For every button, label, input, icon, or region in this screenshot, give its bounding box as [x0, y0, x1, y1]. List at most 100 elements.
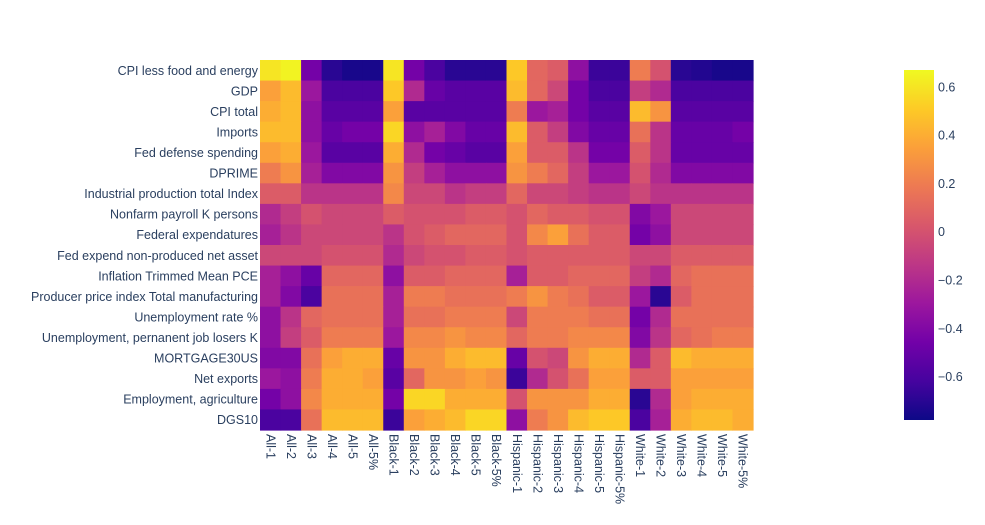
heatmap-cell	[527, 306, 549, 328]
heatmap-cell	[547, 306, 569, 328]
heatmap-cell	[321, 327, 343, 349]
heatmap-cell	[383, 162, 405, 184]
heatmap-cell	[506, 286, 528, 308]
y-tick-label: Imports	[216, 125, 258, 139]
heatmap-cell	[424, 245, 446, 267]
heatmap-cell	[485, 347, 508, 369]
heatmap-cell	[444, 327, 467, 349]
x-tick-label: White-2	[654, 434, 668, 477]
heatmap-cell	[301, 409, 323, 431]
heatmap-cell	[547, 347, 569, 369]
colorbar-tick-label: −0.4	[938, 322, 963, 336]
heatmap-cell	[691, 327, 713, 349]
heatmap-cell	[670, 60, 692, 82]
heatmap-cell	[342, 327, 364, 349]
heatmap-cell	[280, 60, 302, 82]
y-tick-label: Producer price index Total manufacturing	[31, 290, 258, 304]
x-tick-label: White-5%	[736, 434, 750, 488]
x-tick-label: Hispanic-1	[510, 434, 524, 493]
heatmap-cell	[547, 142, 569, 164]
heatmap-cell	[629, 203, 651, 226]
heatmap-cell	[485, 224, 508, 246]
heatmap-cell	[609, 80, 631, 102]
heatmap-cell	[506, 327, 528, 349]
heatmap-cell	[465, 162, 487, 184]
heatmap-cell	[280, 142, 302, 164]
heatmap-cell	[260, 101, 282, 123]
heatmap-cell	[383, 306, 405, 328]
heatmap-cell	[609, 162, 631, 184]
heatmap-cell	[321, 183, 343, 205]
heatmap-cell	[362, 183, 384, 205]
heatmap-cell	[547, 368, 569, 390]
heatmap-cell	[383, 203, 405, 226]
x-tick-label: Black-1	[387, 434, 401, 476]
heatmap-cell	[629, 327, 651, 349]
heatmap-cell	[568, 347, 590, 369]
heatmap-cell	[691, 121, 713, 143]
heatmap-cell	[260, 80, 282, 102]
heatmap-cell	[321, 388, 343, 411]
heatmap-cell	[588, 286, 610, 308]
heatmap-cell	[711, 265, 734, 287]
heatmap-cell	[485, 183, 508, 205]
heatmap-cell	[465, 60, 487, 82]
heatmap-cell	[670, 286, 692, 308]
heatmap-cell	[485, 286, 508, 308]
heatmap-cell	[444, 60, 467, 82]
heatmap-cell	[280, 183, 302, 205]
heatmap-cells	[260, 60, 754, 431]
heatmap-cell	[383, 245, 405, 267]
heatmap-cell	[465, 347, 487, 369]
heatmap-cell	[506, 409, 528, 431]
x-tick-label: All-2	[284, 434, 298, 459]
heatmap-cell	[444, 388, 467, 411]
heatmap-cell	[485, 80, 508, 102]
x-axis-labels: All-1 All-2 All-3 All-4 All-5 All-5% Black-1 Bl…	[263, 434, 749, 504]
heatmap-cell	[609, 203, 631, 226]
heatmap-cell	[301, 203, 323, 226]
heatmap-cell	[485, 60, 508, 82]
heatmap-cell	[485, 245, 508, 267]
heatmap-cell	[588, 121, 610, 143]
heatmap-cell	[260, 183, 282, 205]
heatmap-cell	[711, 162, 734, 184]
heatmap-cell	[485, 368, 508, 390]
heatmap-cell	[301, 224, 323, 246]
heatmap-cell	[629, 245, 651, 267]
x-tick-label: Black-3	[428, 434, 442, 476]
heatmap-cell	[650, 80, 672, 102]
heatmap-cell	[301, 183, 323, 205]
heatmap-cell	[383, 121, 405, 143]
heatmap-cell	[629, 388, 651, 411]
heatmap-cell	[485, 327, 508, 349]
heatmap-cell	[485, 203, 508, 226]
heatmap-cell	[691, 245, 713, 267]
heatmap-cell	[506, 224, 528, 246]
heatmap-cell	[280, 203, 302, 226]
heatmap-cell	[547, 265, 569, 287]
y-tick-label: Fed expend non-produced net asset	[57, 249, 258, 263]
heatmap-cell	[650, 60, 672, 82]
heatmap-cell	[260, 409, 282, 431]
heatmap-cell	[342, 101, 364, 123]
x-tick-label: White-4	[695, 434, 709, 477]
heatmap-cell	[650, 224, 672, 246]
heatmap-cell	[465, 101, 487, 123]
heatmap-cell	[280, 409, 302, 431]
heatmap-cell	[670, 306, 692, 328]
heatmap-cell	[301, 245, 323, 267]
x-tick-label: All-4	[325, 434, 339, 459]
heatmap-cell	[260, 265, 282, 287]
heatmap-cell	[650, 203, 672, 226]
heatmap-cell	[403, 80, 425, 102]
heatmap-cell	[301, 142, 323, 164]
heatmap-cell	[650, 327, 672, 349]
heatmap-cell	[403, 327, 425, 349]
heatmap-cell	[280, 101, 302, 123]
heatmap-cell	[650, 265, 672, 287]
heatmap-cell	[691, 60, 713, 82]
heatmap-cell	[403, 388, 425, 411]
heatmap-cell	[691, 368, 713, 390]
